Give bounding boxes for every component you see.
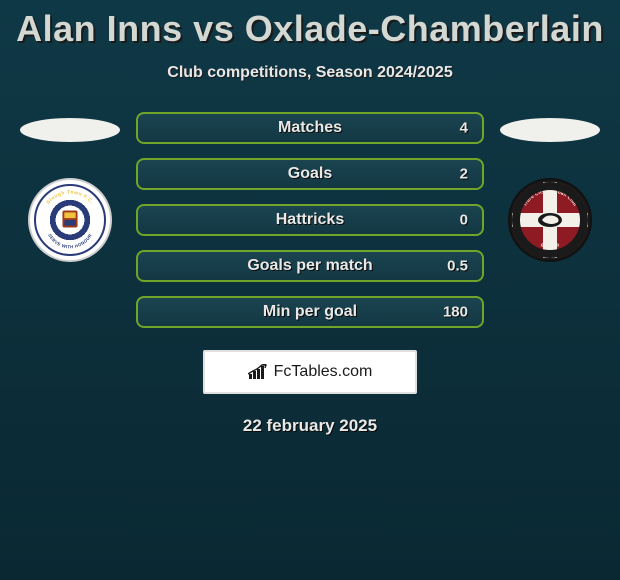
crest-badge-icon: Slough Town F.C. SERVE WITH HONOUR: [34, 184, 106, 256]
stat-value: 0.5: [447, 258, 468, 275]
stat-label: Goals: [288, 165, 332, 183]
crest-badge-icon: Truro City Football Club EST. 1889: [512, 182, 588, 258]
comparison-area: Slough Town F.C. SERVE WITH HONOUR Match…: [0, 112, 620, 328]
page-subtitle: Club competitions, Season 2024/2025: [0, 64, 620, 82]
flag-ellipse-right: [500, 118, 600, 142]
stat-row-goals-per-match: Goals per match 0.5: [136, 250, 484, 282]
right-team-column: Truro City Football Club EST. 1889: [490, 112, 610, 262]
svg-text:SERVE WITH HONOUR: SERVE WITH HONOUR: [47, 232, 93, 249]
crest-outer-ring: [512, 182, 588, 258]
stat-label: Hattricks: [276, 211, 344, 229]
stat-row-matches: Matches 4: [136, 112, 484, 144]
left-team-crest: Slough Town F.C. SERVE WITH HONOUR: [28, 178, 112, 262]
stat-value: 4: [460, 120, 468, 137]
page-title: Alan Inns vs Oxlade-Chamberlain: [0, 0, 620, 50]
crest-ring-text-icon: Slough Town F.C. SERVE WITH HONOUR: [36, 186, 104, 254]
stat-label: Min per goal: [263, 303, 357, 321]
stat-row-goals: Goals 2: [136, 158, 484, 190]
stat-value: 180: [443, 304, 468, 321]
stat-row-hattricks: Hattricks 0: [136, 204, 484, 236]
stat-value: 2: [460, 166, 468, 183]
brand-text: FcTables.com: [274, 363, 373, 381]
left-team-column: Slough Town F.C. SERVE WITH HONOUR: [10, 112, 130, 262]
flag-ellipse-left: [20, 118, 120, 142]
stat-label: Goals per match: [247, 257, 372, 275]
bar-chart-icon: [248, 364, 268, 380]
stats-column: Matches 4 Goals 2 Hattricks 0 Goals per …: [136, 112, 484, 328]
stat-row-min-per-goal: Min per goal 180: [136, 296, 484, 328]
date-text: 22 february 2025: [0, 416, 620, 436]
stat-value: 0: [460, 212, 468, 229]
right-team-crest: Truro City Football Club EST. 1889: [508, 178, 592, 262]
brand-attribution[interactable]: FcTables.com: [203, 350, 417, 394]
svg-text:Slough Town F.C.: Slough Town F.C.: [45, 190, 93, 206]
stat-label: Matches: [278, 119, 342, 137]
